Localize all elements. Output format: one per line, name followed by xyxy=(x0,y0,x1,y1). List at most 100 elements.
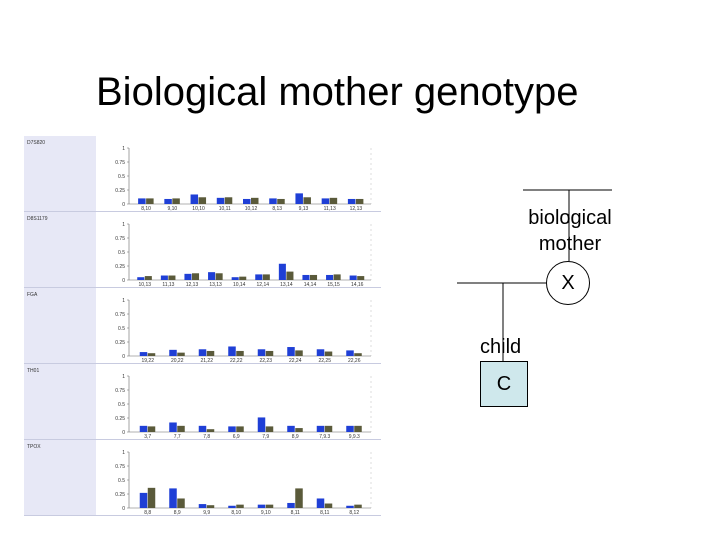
x-tick-label: 8,9 xyxy=(174,510,181,515)
bar-chart: 1 0.75 0.5 0.25 0 8,10 9,10 10,10 10,11 10,12 8,13… xyxy=(115,146,372,211)
bar xyxy=(357,276,365,280)
x-tick-label: 10,11 xyxy=(219,206,231,211)
bar xyxy=(137,277,145,280)
y-tick-label: 0.75 xyxy=(115,312,125,318)
bar xyxy=(243,198,251,204)
chart-panel: D7S820 1 0.75 0.5 0.25 0 8,10 9,10 10,10 10,11 10,… xyxy=(24,136,381,212)
x-tick-label: 6,9 xyxy=(233,434,240,439)
bar xyxy=(346,350,354,356)
bar xyxy=(347,198,356,204)
x-tick-label: 9,9.3 xyxy=(349,434,360,439)
bar xyxy=(346,505,354,508)
x-tick-label: 12,13 xyxy=(186,282,199,287)
x-tick-label: 9,13 xyxy=(299,206,309,211)
bar xyxy=(324,503,333,508)
bar xyxy=(329,197,338,204)
mother-symbol: X xyxy=(546,261,590,305)
y-tick-label: 0.75 xyxy=(115,160,125,166)
y-tick-label: 0 xyxy=(122,430,125,436)
bar xyxy=(177,352,185,356)
bar xyxy=(206,429,215,432)
x-tick-label: 21,22 xyxy=(200,358,213,363)
bar xyxy=(139,425,148,432)
bar xyxy=(168,275,176,280)
bar xyxy=(257,504,266,508)
x-tick-label: 9,10 xyxy=(167,206,177,211)
bar xyxy=(354,504,362,508)
bar xyxy=(303,197,311,204)
bar xyxy=(287,347,295,356)
bar-chart: 1 0.75 0.5 0.25 0 10,13 11,13 12,13 13,13 10,14 12… xyxy=(115,222,372,287)
y-tick-label: 0.5 xyxy=(118,250,125,256)
x-tick-label: 7,8 xyxy=(203,434,210,439)
x-tick-label: 10,13 xyxy=(139,282,152,287)
x-tick-label: 10,10 xyxy=(192,206,205,211)
y-tick-label: 1 xyxy=(122,146,125,152)
bar xyxy=(262,274,270,280)
bar xyxy=(321,198,330,204)
marker-name: D8S1179 xyxy=(27,216,48,222)
x-tick-label: 11,13 xyxy=(162,282,174,287)
y-tick-label: 0.25 xyxy=(115,264,125,270)
bar xyxy=(257,417,266,432)
x-tick-label: 11,13 xyxy=(324,206,336,211)
bar xyxy=(177,498,185,508)
bar xyxy=(224,197,233,204)
bar xyxy=(287,502,295,508)
y-tick-label: 0.5 xyxy=(118,478,125,484)
marker-label-column: TH01 xyxy=(24,364,96,439)
y-tick-label: 0.25 xyxy=(115,340,125,346)
y-tick-label: 0.75 xyxy=(115,236,125,242)
y-tick-label: 0.5 xyxy=(118,174,125,180)
bar xyxy=(239,276,247,280)
bar xyxy=(144,276,152,280)
bar xyxy=(277,198,285,204)
bar xyxy=(228,505,236,508)
chart-panel: FGA 1 0.75 0.5 0.25 0 19,22 20,22 21,22 22,22 22,2… xyxy=(24,288,381,364)
y-tick-label: 0.75 xyxy=(115,388,125,394)
x-tick-label: 8,12 xyxy=(349,510,359,515)
x-tick-label: 22,23 xyxy=(259,358,272,363)
bar xyxy=(198,197,207,204)
x-tick-label: 22,24 xyxy=(289,358,302,363)
x-tick-label: 8,13 xyxy=(272,206,282,211)
bar xyxy=(257,349,266,356)
y-tick-label: 0 xyxy=(122,278,125,284)
bar xyxy=(192,273,200,280)
bar-chart: 1 0.75 0.5 0.25 0 3,7 7,7 7,8 6,9 7,9 8,9 7,9.3 9,9.… xyxy=(115,374,372,439)
bar xyxy=(354,425,362,432)
bar xyxy=(236,426,244,432)
x-tick-label: 8,10 xyxy=(141,206,151,211)
bar xyxy=(147,353,156,356)
x-tick-label: 14,14 xyxy=(304,282,317,287)
bar xyxy=(177,425,185,432)
bar xyxy=(147,426,156,432)
bar xyxy=(160,275,168,280)
x-tick-label: 8,10 xyxy=(231,510,241,515)
y-tick-label: 0.25 xyxy=(115,492,125,498)
y-tick-label: 1 xyxy=(122,298,125,304)
chart-panel: D8S1179 1 0.75 0.5 0.25 0 10,13 11,13 12,13 13,13… xyxy=(24,212,381,288)
bar xyxy=(198,504,207,508)
genotype-charts: D7S820 1 0.75 0.5 0.25 0 8,10 9,10 10,10 10,11 10,… xyxy=(24,136,381,517)
bar xyxy=(349,275,357,280)
bar xyxy=(206,505,215,508)
marker-label-column: FGA xyxy=(24,288,96,363)
y-tick-label: 0 xyxy=(122,354,125,360)
chart-panel: TPOX 1 0.75 0.5 0.25 0 8,8 8,9 9,9 8,10 9,10 8,11 8,… xyxy=(24,440,381,516)
bar xyxy=(169,488,177,508)
x-tick-label: 7,7 xyxy=(174,434,181,439)
bar xyxy=(326,274,334,280)
bar xyxy=(228,346,236,356)
mother-label: biological mother xyxy=(528,207,612,255)
bar-chart: 1 0.75 0.5 0.25 0 19,22 20,22 21,22 22,22 22,23 22… xyxy=(115,298,372,363)
x-tick-label: 10,12 xyxy=(245,206,258,211)
bar xyxy=(316,425,325,432)
bar xyxy=(295,193,303,204)
x-tick-label: 8,11 xyxy=(291,510,301,515)
x-tick-label: 9,10 xyxy=(261,510,271,515)
marker-label-column: D8S1179 xyxy=(24,212,96,287)
bar xyxy=(269,198,277,204)
x-tick-label: 7,9 xyxy=(262,434,269,439)
bar xyxy=(184,273,192,280)
